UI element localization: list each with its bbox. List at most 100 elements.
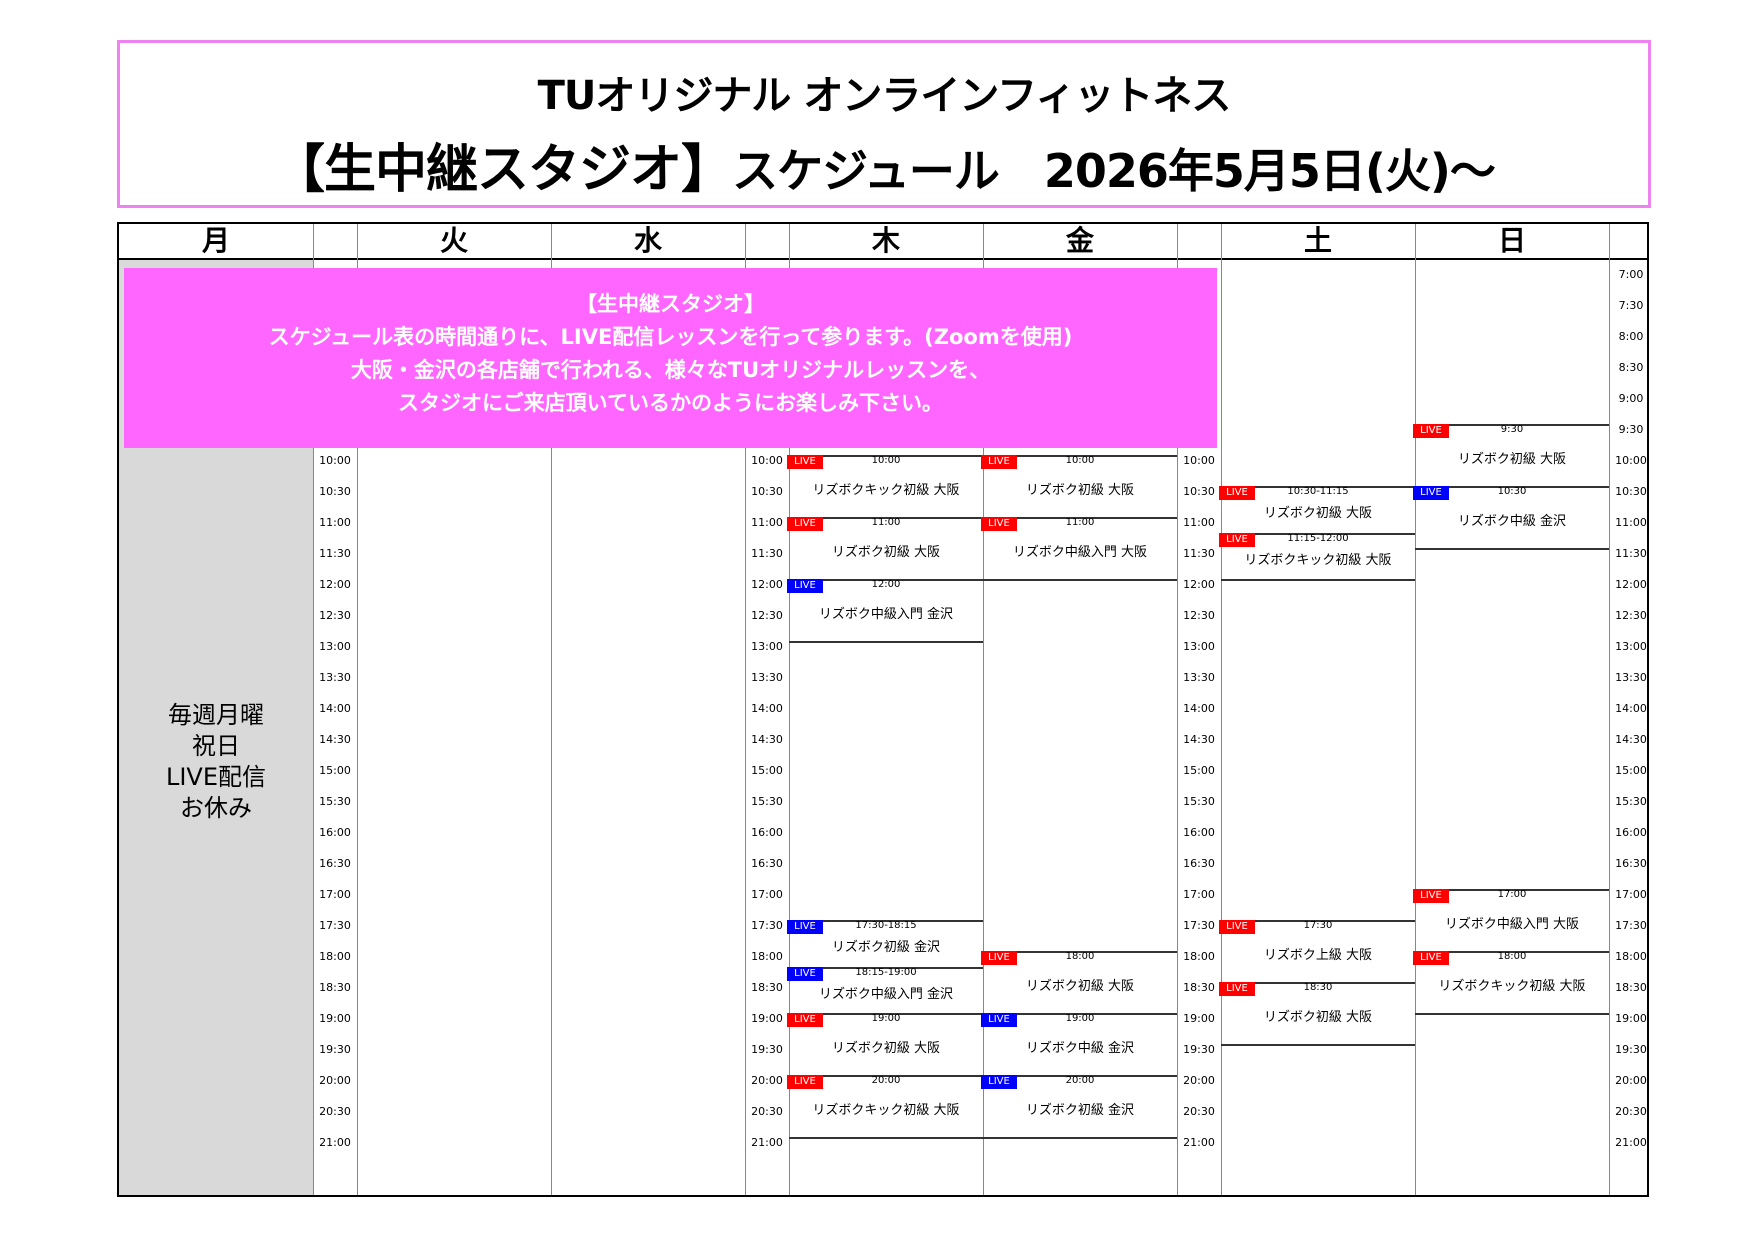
live-badge: LIVE: [787, 517, 823, 531]
time-label: 13:30: [751, 671, 783, 684]
time-label: 20:00: [1615, 1074, 1647, 1087]
lesson-block[interactable]: LIVE 18:00 リズボク初級 大阪: [981, 951, 1177, 1015]
live-badge: LIVE: [787, 1075, 823, 1089]
lesson-block[interactable]: LIVE 10:30 リズボク中級 金沢: [1413, 486, 1609, 550]
lesson-block[interactable]: LIVE 18:30 リズボク初級 大阪: [1219, 982, 1415, 1046]
lesson-block[interactable]: LIVE 18:00 リズボクキック初級 大阪: [1413, 951, 1609, 1015]
lesson-block[interactable]: LIVE 10:30-11:15 リズボク初級 大阪: [1219, 486, 1415, 535]
lesson-name: リズボク初級 大阪: [1457, 452, 1567, 467]
lesson-block[interactable]: LIVE 20:00 リズボクキック初級 大阪: [787, 1075, 983, 1139]
live-badge: LIVE: [1219, 486, 1255, 500]
lesson-time: 11:15-12:00: [1287, 532, 1349, 544]
lesson-name: リズボクキック初級 大阪: [1438, 979, 1586, 994]
live-badge: LIVE: [1219, 532, 1255, 547]
lesson-block[interactable]: LIVE 19:00 リズボク初級 大阪: [787, 1013, 983, 1077]
time-label: 11:00: [751, 516, 783, 529]
time-label: 14:30: [1183, 733, 1215, 746]
time-label: 14:30: [1615, 733, 1647, 746]
time-label: 10:00: [1183, 454, 1215, 467]
time-label: 18:30: [1183, 981, 1215, 994]
column-divider: [551, 224, 552, 1195]
lesson-time: 18:15-19:00: [855, 966, 917, 978]
banner-line: スケジュール表の時間通りに、LIVE配信レッスンを行って参ります。(Zoomを使…: [268, 325, 1073, 349]
live-badge: LIVE: [1219, 982, 1255, 996]
lesson-block[interactable]: LIVE 11:00 リズボク中級入門 大阪: [981, 517, 1177, 581]
time-label: 10:30: [1183, 485, 1215, 498]
time-label: 16:00: [319, 826, 351, 839]
lesson-block[interactable]: LIVE 10:00 リズボクキック初級 大阪: [787, 455, 983, 519]
lesson-block[interactable]: LIVE 9:30 リズボク初級 大阪: [1413, 424, 1609, 488]
column-divider: [1221, 224, 1222, 1195]
lesson-time: 17:30-18:15: [855, 920, 917, 931]
banner-line: 大阪・金沢の各店舗で行われる、様々なTUオリジナルレッスンを、: [350, 358, 991, 382]
lesson-block[interactable]: LIVE 12:00 リズボク中級入門 金沢: [787, 579, 983, 643]
lesson-time: 19:00: [1065, 1013, 1095, 1024]
lesson-time: 20:00: [1065, 1075, 1095, 1086]
time-label: 17:30: [1183, 919, 1215, 932]
lesson-name: リズボク初級 大阪: [1263, 1010, 1373, 1025]
lesson-block[interactable]: LIVE 17:30-18:15 リズボク初級 金沢: [787, 920, 983, 969]
column-divider: [1177, 224, 1178, 1195]
day-header: 日: [1497, 224, 1526, 257]
time-label: 16:30: [319, 857, 351, 870]
time-label: 18:30: [751, 981, 783, 994]
time-label: 8:30: [1618, 361, 1644, 374]
lesson-block[interactable]: LIVE 11:00 リズボク初級 大阪: [787, 517, 983, 581]
lesson-block[interactable]: LIVE 18:15-19:00 リズボク中級入門 金沢: [787, 966, 983, 1015]
lesson-block[interactable]: LIVE 17:00 リズボク中級入門 大阪: [1413, 889, 1609, 953]
time-label: 21:00: [751, 1136, 783, 1149]
lesson-name: リズボク中級入門 大阪: [1012, 545, 1148, 560]
lesson-name: リズボク初級 大阪: [831, 545, 941, 560]
time-label: 13:00: [319, 640, 351, 653]
time-label: 20:00: [751, 1074, 783, 1087]
time-label: 16:00: [1615, 826, 1647, 839]
lesson-block[interactable]: LIVE 17:30 リズボク上級 大阪: [1219, 920, 1415, 984]
time-label: 19:00: [751, 1012, 783, 1025]
lesson-name: リズボク初級 大阪: [831, 1041, 941, 1056]
time-label: 12:00: [751, 578, 783, 591]
time-label: 13:00: [751, 640, 783, 653]
column-divider: [313, 224, 314, 1195]
time-label: 13:00: [1183, 640, 1215, 653]
time-label: 17:30: [319, 919, 351, 932]
time-label: 18:30: [319, 981, 351, 994]
lesson-block[interactable]: LIVE 20:00 リズボク初級 金沢: [981, 1075, 1177, 1139]
live-badge: LIVE: [787, 966, 823, 981]
time-label: 13:30: [1615, 671, 1647, 684]
lesson-name: リズボクキック初級 大阪: [812, 483, 960, 498]
time-label: 21:00: [1183, 1136, 1215, 1149]
time-label: 11:30: [751, 547, 783, 560]
time-label: 15:30: [1615, 795, 1647, 808]
monday-note-line: 毎週月曜: [168, 701, 264, 729]
lesson-name: リズボク初級 大阪: [1025, 483, 1135, 498]
lesson-block[interactable]: LIVE 11:15-12:00 リズボクキック初級 大阪: [1219, 532, 1415, 581]
time-label: 13:00: [1615, 640, 1647, 653]
schedule-grid: 毎週月曜 祝日 LIVE配信 お休み 月 10:00 10:30 11:00 11:30…: [117, 222, 1649, 1197]
time-label: 7:30: [1618, 299, 1644, 312]
time-label: 10:00: [1615, 454, 1647, 467]
time-label: 17:00: [1183, 888, 1215, 901]
live-badge: LIVE: [1413, 889, 1449, 903]
lesson-name: リズボク上級 大阪: [1263, 948, 1373, 963]
live-badge: LIVE: [981, 1013, 1017, 1027]
time-label: 17:30: [751, 919, 783, 932]
time-label: 17:30: [1615, 919, 1647, 932]
time-label: 17:00: [319, 888, 351, 901]
time-label: 19:30: [1183, 1043, 1215, 1056]
lesson-time: 18:30: [1303, 982, 1333, 993]
title-line2: 【生中継スタジオ】スケジュール 2026年5月5日(火)～: [120, 127, 1648, 202]
time-label: 19:30: [1615, 1043, 1647, 1056]
time-label: 19:00: [319, 1012, 351, 1025]
time-label: 10:30: [319, 485, 351, 498]
monday-note-line: LIVE配信: [165, 763, 267, 791]
lesson-time: 18:00: [1065, 951, 1095, 962]
lesson-block[interactable]: LIVE 10:00 リズボク初級 大阪: [981, 455, 1177, 519]
time-label: 12:30: [751, 609, 783, 622]
lesson-block[interactable]: LIVE 19:00 リズボク中級 金沢: [981, 1013, 1177, 1077]
time-label: 16:30: [751, 857, 783, 870]
time-label: 11:30: [1183, 547, 1215, 560]
time-label: 10:00: [751, 454, 783, 467]
column-divider: [1609, 224, 1610, 1195]
live-badge: LIVE: [981, 1075, 1017, 1089]
time-label: 19:30: [319, 1043, 351, 1056]
